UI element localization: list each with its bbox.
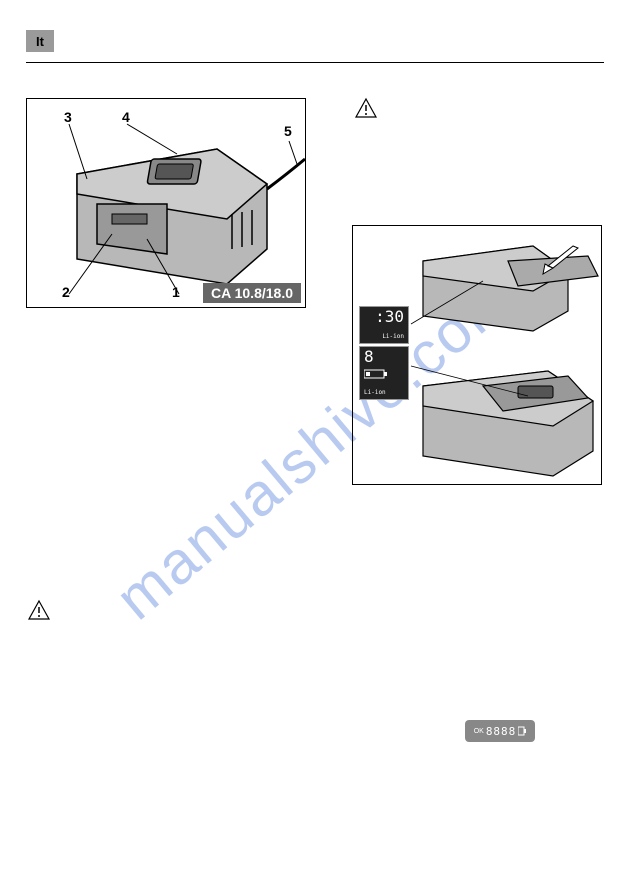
- callout-3: 3: [64, 109, 72, 125]
- callout-5: 5: [284, 123, 292, 139]
- lcd-digits: 8888: [486, 725, 517, 738]
- callout-4: 4: [122, 109, 130, 125]
- charger-illustration: [27, 99, 307, 309]
- display-battery-sub: Li-ion: [364, 389, 386, 396]
- warning-icon: [27, 599, 51, 628]
- display-time-sub: Li-ion: [382, 333, 404, 340]
- display-time-value: :30: [375, 307, 404, 326]
- header-rule: [26, 62, 604, 63]
- display-time: :30 Li-ion: [359, 306, 409, 344]
- display-battery-value: 8: [364, 347, 374, 366]
- warning-icon: [354, 97, 378, 126]
- figure-battery-insert: :30 Li-ion 8 Li-ion: [352, 225, 602, 485]
- lcd-ok-badge: OK 8888: [465, 720, 535, 742]
- callout-1: 1: [172, 284, 180, 300]
- figure-charger: 3 4 5 2 1 CA 10.8/18.0: [26, 98, 306, 308]
- lcd-ok: OK: [474, 728, 484, 735]
- language-code: It: [36, 34, 44, 49]
- model-label: CA 10.8/18.0: [203, 283, 301, 303]
- display-battery: 8 Li-ion: [359, 346, 409, 400]
- callout-2: 2: [62, 284, 70, 300]
- language-badge: It: [26, 30, 54, 52]
